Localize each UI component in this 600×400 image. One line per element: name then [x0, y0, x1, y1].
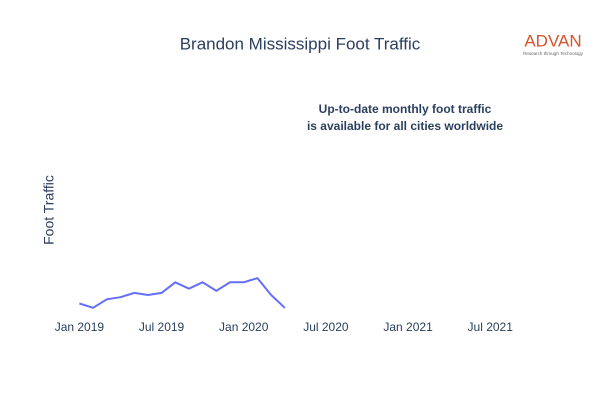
logo: ADVAN	[524, 31, 581, 50]
x-tick-label: Jul 2021	[468, 320, 514, 334]
x-tick-label: Jan 2020	[219, 320, 269, 334]
line-series	[79, 276, 286, 309]
annotation: Up-to-date monthly foot traffic	[319, 102, 492, 116]
chart-title: Brandon Mississippi Foot Traffic	[180, 34, 421, 53]
x-tick-label: Jan 2021	[383, 320, 433, 334]
x-tick-label: Jul 2019	[139, 320, 185, 334]
logo-tagline: Research through Technology	[523, 51, 583, 56]
x-tick-label: Jul 2020	[303, 320, 349, 334]
y-axis-label: Foot Traffic	[41, 175, 57, 245]
annotation: is available for all cities worldwide	[307, 119, 503, 133]
x-tick-label: Jan 2019	[55, 320, 105, 334]
